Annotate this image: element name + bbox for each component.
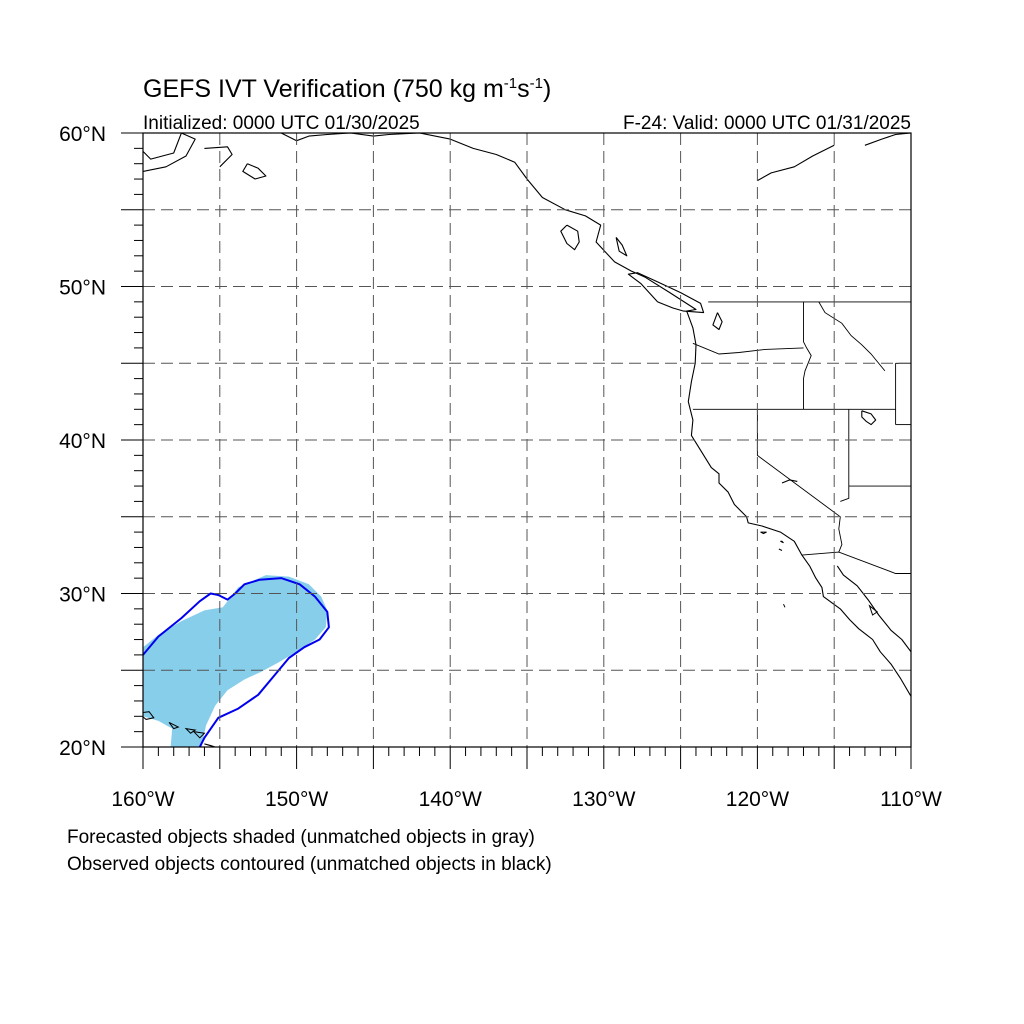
coastline <box>781 479 798 484</box>
axis-labels: 60°N 50°N 40°N 30°N 20°N 160°W 150°W 140°W 130°W… <box>59 123 942 811</box>
lon-tick-label: 160°W <box>111 788 174 811</box>
coastline <box>836 565 911 653</box>
coastline <box>143 133 196 172</box>
coastline <box>861 410 877 426</box>
lat-tick-label: 60°N <box>59 123 106 146</box>
lon-tick-label: 150°W <box>265 788 328 811</box>
coastline <box>757 144 835 182</box>
observed-objects-layer <box>143 577 330 747</box>
observed-object-contour <box>143 577 330 747</box>
state-border <box>756 409 843 553</box>
political-borders-layer <box>692 301 911 574</box>
coastline <box>242 163 267 180</box>
valid-time-label: F-24: Valid: 0000 UTC 01/31/2025 <box>623 113 911 134</box>
island-outline <box>778 548 783 551</box>
island-outline <box>192 730 206 739</box>
island-outline <box>184 727 197 734</box>
coastline <box>712 312 723 331</box>
lat-tick-label: 30°N <box>59 584 106 607</box>
lon-tick-label: 140°W <box>419 788 482 811</box>
lon-tick-label: 110°W <box>880 788 942 811</box>
state-border <box>692 342 804 355</box>
forecast-objects-layer <box>143 575 328 747</box>
lat-tick-label: 50°N <box>59 277 106 300</box>
state-border <box>818 301 886 372</box>
coastline <box>560 224 580 251</box>
footnote-observed: Observed objects contoured (unmatched ob… <box>67 854 552 875</box>
island-outline <box>204 743 217 747</box>
lon-tick-label: 120°W <box>726 788 789 811</box>
state-border <box>803 301 812 410</box>
axis-ticks <box>121 132 912 769</box>
coastline <box>280 133 911 697</box>
state-border <box>840 409 850 502</box>
map-frame <box>142 132 912 748</box>
island-outline <box>760 531 767 535</box>
coastline <box>204 146 233 168</box>
coastline <box>615 237 628 257</box>
footnote-forecast: Forecasted objects shaded (unmatched obj… <box>67 827 535 848</box>
coastline <box>864 133 911 146</box>
state-border <box>801 551 911 574</box>
lat-tick-label: 20°N <box>59 737 106 760</box>
island-outline <box>780 540 784 544</box>
init-time-label: Initialized: 0000 UTC 01/30/2025 <box>143 113 420 134</box>
lat-tick-label: 40°N <box>59 430 106 453</box>
island-outline <box>868 604 879 616</box>
graticule-gridlines <box>143 133 911 747</box>
lon-tick-label: 130°W <box>572 788 635 811</box>
map-area <box>143 133 911 747</box>
forecast-object-shaded <box>143 575 328 747</box>
island-outline <box>168 721 180 730</box>
coastline <box>627 272 705 314</box>
figure-title: GEFS IVT Verification (750 kg m-1s-1) <box>143 75 551 103</box>
island-outline <box>783 603 786 608</box>
